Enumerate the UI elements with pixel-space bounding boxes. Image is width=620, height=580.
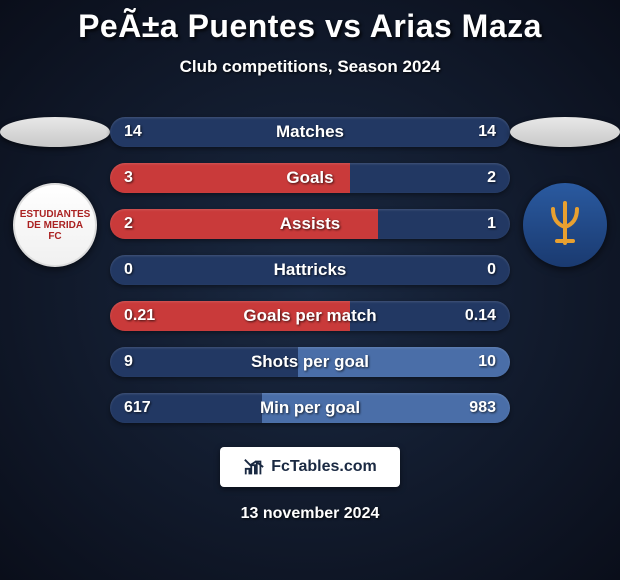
stat-value-right: 1	[456, 215, 496, 233]
infographic-container: PeÃ±a Puentes vs Arias Maza Club competi…	[0, 0, 620, 580]
stat-value-left: 9	[124, 353, 164, 371]
subtitle: Club competitions, Season 2024	[180, 57, 441, 77]
stat-label: Min per goal	[260, 398, 360, 418]
player-silhouette-left	[0, 117, 110, 147]
stat-row: 0.21 Goals per match 0.14	[110, 301, 510, 331]
stats-column: 14Matches143Goals22Assists10Hattricks00.…	[110, 117, 510, 423]
left-column: ESTUDIANTES DE MERIDA FC	[0, 117, 110, 267]
stat-label: Goals	[286, 168, 333, 188]
stat-label: Goals per match	[243, 306, 376, 326]
page-title: PeÃ±a Puentes vs Arias Maza	[78, 8, 542, 45]
stat-value-right: 0.14	[456, 307, 496, 325]
stat-value-right: 14	[456, 123, 496, 141]
footer-brand-text: FcTables.com	[271, 458, 377, 476]
stat-value-right: 0	[456, 261, 496, 279]
footer-brand-badge: FcTables.com	[220, 447, 400, 487]
stat-row: 617 Min per goal 983	[110, 393, 510, 423]
stat-row: 9 Shots per goal 10	[110, 347, 510, 377]
stat-value-right: 10	[456, 353, 496, 371]
stat-row: 14 Matches 14	[110, 117, 510, 147]
main-row: ESTUDIANTES DE MERIDA FC 14 Matches 14 3 Goa…	[0, 117, 620, 423]
footer-date: 13 november 2024	[241, 505, 380, 523]
team-crest-left: ESTUDIANTES DE MERIDA FC	[13, 183, 97, 267]
stat-value-left: 2	[124, 215, 164, 233]
stat-label: Shots per goal	[251, 352, 369, 372]
stat-value-right: 2	[456, 169, 496, 187]
right-column	[510, 117, 620, 267]
stat-label: Hattricks	[274, 260, 347, 280]
team-crest-right	[523, 183, 607, 267]
trident-icon	[535, 195, 595, 255]
stat-row: 2 Assists 1	[110, 209, 510, 239]
stat-value-left: 14	[124, 123, 164, 141]
stat-row: 0 Hattricks 0	[110, 255, 510, 285]
stat-value-right: 983	[456, 399, 496, 417]
stat-value-left: 617	[124, 399, 164, 417]
stat-value-left: 0.21	[124, 307, 164, 325]
chart-icon	[243, 456, 265, 478]
stat-label: Matches	[276, 122, 344, 142]
stat-value-left: 3	[124, 169, 164, 187]
crest-left-label: ESTUDIANTES DE MERIDA FC	[20, 209, 91, 242]
stat-value-left: 0	[124, 261, 164, 279]
player-silhouette-right	[510, 117, 620, 147]
stat-row: 3 Goals 2	[110, 163, 510, 193]
stat-label: Assists	[280, 214, 340, 234]
